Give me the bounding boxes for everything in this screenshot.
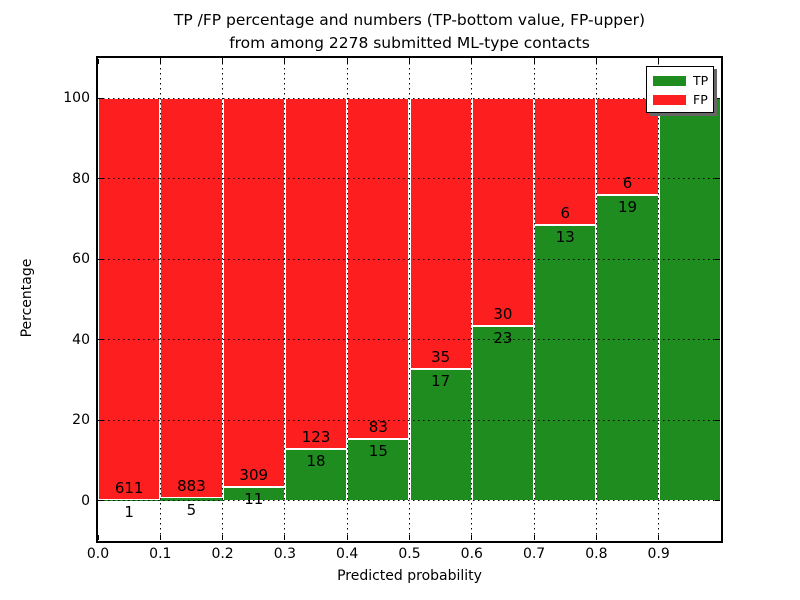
y-tick-label: 100 <box>63 90 90 107</box>
legend-item-fp: FP <box>653 92 713 107</box>
y-tick-label: 20 <box>72 412 90 429</box>
bar-segment-tp <box>160 498 223 501</box>
bar-count-label-fp: 35 <box>431 348 451 367</box>
bar-segment-fp <box>98 98 161 501</box>
bar-count-label-tp: 18 <box>306 452 326 471</box>
bar-count-label-fp: 30 <box>493 305 513 324</box>
x-tick-label: 0.8 <box>585 546 608 562</box>
bar-count-label-fp: 123 <box>301 428 331 447</box>
bar-segment-tp <box>222 486 285 501</box>
bar-count-label-fp: 6 <box>622 173 633 192</box>
bar-count-label-tp: 17 <box>431 372 451 391</box>
bar-count-label-tp: 13 <box>555 228 575 247</box>
bar-segment-fp <box>409 98 472 370</box>
x-tick-top <box>346 59 348 64</box>
legend: TP FP <box>646 66 714 113</box>
y-tick-label: 40 <box>72 331 90 348</box>
x-tick-top <box>408 59 411 64</box>
x-tick <box>222 535 224 540</box>
y-tick-right <box>715 258 720 260</box>
legend-item-tp: TP <box>653 73 713 88</box>
bar-segment-tp <box>98 500 161 501</box>
bar-count-label-tp: 23 <box>493 329 513 348</box>
tp-legend-label: TP <box>693 73 709 88</box>
y-tick-label: 60 <box>72 251 90 268</box>
x-tick-top <box>222 59 224 64</box>
y-tick <box>99 339 104 341</box>
x-tick <box>97 535 99 540</box>
bar-segment-tp <box>471 326 535 501</box>
bar-count-label-fp: 883 <box>177 477 206 496</box>
y-tick-label: 80 <box>72 170 90 187</box>
bar-segment-tp <box>284 449 348 501</box>
x-tick-label: 0.7 <box>522 546 546 562</box>
x-tick <box>159 535 161 540</box>
bar-segment-tp <box>347 439 410 501</box>
bar-segment-fp <box>284 98 348 450</box>
x-tick-label: 0.1 <box>149 546 172 562</box>
bar-segment-fp <box>471 98 535 327</box>
x-tick-top <box>471 59 473 64</box>
y-tick-right <box>715 97 720 99</box>
fp-legend-swatch <box>653 94 686 105</box>
bar-count-label-fp: 309 <box>239 465 269 484</box>
bar-segment-tp <box>596 194 659 501</box>
bar-segment-tp <box>658 98 721 501</box>
y-axis-label: Percentage <box>19 258 35 338</box>
x-tick-top <box>97 59 99 64</box>
bar-count-label-tp: 15 <box>368 442 388 461</box>
bar-segment-tp <box>534 225 597 501</box>
y-tick-right <box>715 339 720 341</box>
y-tick <box>99 258 104 260</box>
chart-title: TP /FP percentage and numbers (TP-bottom… <box>98 9 721 55</box>
bar-segment-fp <box>160 98 223 499</box>
y-tick <box>99 178 104 180</box>
y-tick <box>99 97 104 99</box>
x-tick <box>533 535 535 540</box>
x-tick <box>284 535 286 540</box>
x-tick <box>595 535 597 540</box>
x-tick-label: 0.4 <box>336 546 359 562</box>
bar-segment-fp <box>534 98 597 226</box>
x-tick-label: 0.6 <box>460 546 483 562</box>
y-tick <box>99 419 104 421</box>
bar-count-label-tp: 5 <box>186 501 197 520</box>
x-tick <box>408 535 411 540</box>
bar-count-label-tp: 19 <box>618 197 638 216</box>
bar-count-label-fp: 611 <box>114 479 144 498</box>
y-tick <box>99 500 104 502</box>
chart-title-line1: TP /FP percentage and numbers (TP-bottom… <box>173 11 646 29</box>
x-tick-label: 0.5 <box>398 546 421 562</box>
x-tick-label: 0.2 <box>211 546 234 562</box>
x-tick-top <box>159 59 161 64</box>
x-tick <box>658 535 660 540</box>
tp-legend-swatch <box>653 75 686 86</box>
x-axis-label: Predicted probability <box>337 568 482 584</box>
chart-title-line2: from among 2278 submitted ML-type contac… <box>229 34 590 52</box>
x-tick-top <box>284 59 286 64</box>
x-tick-top <box>658 59 660 64</box>
bar-count-label-fp: 83 <box>368 418 388 437</box>
bar-segment-tp <box>409 369 472 501</box>
bar-count-label-fp: 6 <box>560 204 571 223</box>
x-tick-label: 0.0 <box>86 546 110 562</box>
y-tick-right <box>715 419 720 421</box>
x-tick-label: 0.3 <box>273 546 297 562</box>
x-tick-top <box>595 59 597 64</box>
x-tick-label: 0.9 <box>647 546 670 562</box>
x-tick <box>346 535 348 540</box>
bar-segment-fp <box>222 98 285 487</box>
bar-count-label-tp: 11 <box>244 489 264 508</box>
y-tick-right <box>715 500 720 502</box>
x-tick <box>471 535 473 540</box>
x-tick-top <box>533 59 535 64</box>
bar-count-label-tp: 1 <box>124 503 134 522</box>
bar-segment-fp <box>347 98 410 440</box>
y-tick-right <box>715 178 720 180</box>
y-tick-label: 0 <box>81 492 90 509</box>
fp-legend-label: FP <box>693 92 708 107</box>
